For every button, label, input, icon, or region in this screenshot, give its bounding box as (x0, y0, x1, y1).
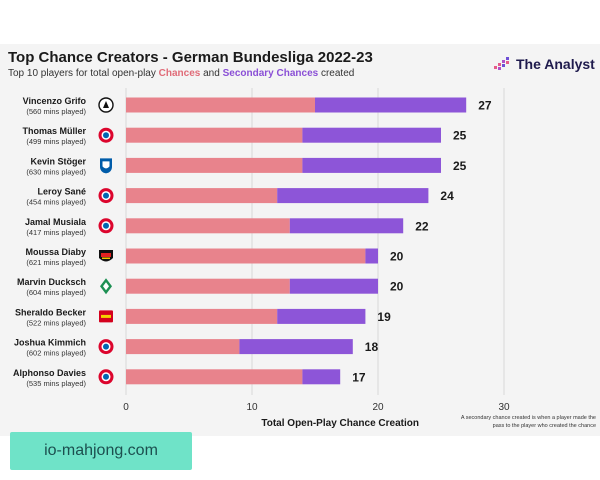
bayern-crest-icon (98, 369, 114, 385)
footnote: A secondary chance created is when a pla… (460, 415, 596, 429)
werder-crest-icon (100, 278, 112, 295)
x-tick-label: 30 (498, 402, 510, 413)
chances-bar (126, 308, 278, 324)
chart-subtitle: Top 10 players for total open-play Chanc… (8, 68, 354, 79)
bayern-crest-icon (98, 339, 114, 355)
bayern-crest-icon (98, 188, 114, 204)
total-value-label: 20 (390, 280, 404, 294)
minutes-played-label: (602 mins played) (26, 349, 86, 358)
freiburg-crest-icon (98, 97, 114, 113)
bochum-crest-icon (100, 158, 112, 174)
secondary-chances-bar (289, 218, 404, 234)
chart-title: Top Chance Creators - German Bundesliga … (8, 49, 373, 66)
analyst-logo-icon (494, 57, 509, 70)
minutes-played-label: (417 mins played) (26, 228, 86, 237)
player-name-label: Kevin Stöger (30, 156, 86, 166)
watermark-text: io-mahjong.com (44, 442, 158, 459)
bayern-crest-icon (98, 218, 114, 234)
x-tick-label: 20 (372, 402, 384, 413)
player-name-label: Vincenzo Grifo (23, 96, 87, 106)
player-name-label: Moussa Diaby (25, 247, 86, 257)
player-name-label: Joshua Kimmich (14, 338, 86, 348)
minutes-played-label: (535 mins played) (26, 379, 86, 388)
chances-bar (126, 218, 290, 234)
secondary-chances-bar (289, 278, 378, 294)
bayern-crest-icon (98, 127, 114, 143)
brand-name: The Analyst (516, 56, 595, 72)
subtitle-prefix: Top 10 players for total open-play (8, 68, 159, 79)
chances-bar (126, 278, 290, 294)
subtitle-chances: Chances (158, 68, 201, 79)
total-value-label: 27 (478, 99, 492, 113)
minutes-played-label: (499 mins played) (26, 137, 86, 146)
chances-bar (126, 339, 240, 355)
leverkusen-crest-icon (99, 250, 113, 262)
secondary-chances-bar (315, 97, 467, 113)
subtitle-secondary: Secondary Chances (222, 68, 319, 79)
total-value-label: 25 (453, 159, 467, 173)
player-name-label: Jamal Musiala (25, 217, 87, 227)
chances-bar (126, 127, 303, 143)
player-name-label: Thomas Müller (22, 126, 86, 136)
minutes-played-label: (630 mins played) (26, 167, 86, 176)
chances-bar (126, 157, 303, 173)
brand-logo: The Analyst (492, 56, 595, 72)
minutes-played-label: (522 mins played) (26, 318, 86, 327)
subtitle-and: and (200, 68, 223, 79)
minutes-played-label: (560 mins played) (26, 107, 86, 116)
player-name-label: Alphonso Davies (13, 368, 86, 378)
total-value-label: 20 (390, 250, 404, 264)
player-name-label: Sheraldo Becker (15, 307, 87, 317)
union-crest-icon (99, 310, 113, 323)
minutes-played-label: (621 mins played) (26, 258, 86, 267)
chances-bar (126, 97, 315, 113)
chances-bar (126, 369, 303, 385)
player-name-label: Marvin Ducksch (17, 277, 86, 287)
secondary-chances-bar (239, 339, 353, 355)
secondary-chances-bar (365, 248, 378, 264)
x-tick-label: 0 (123, 402, 129, 413)
minutes-played-label: (454 mins played) (26, 198, 86, 207)
secondary-chances-bar (302, 127, 441, 143)
secondary-chances-bar (302, 369, 341, 385)
total-value-label: 18 (365, 340, 379, 354)
x-tick-label: 10 (246, 402, 258, 413)
secondary-chances-bar (277, 188, 429, 204)
total-value-label: 17 (352, 370, 366, 384)
chances-bar (126, 248, 366, 264)
bar-chart: Vincenzo Grifo(560 mins played) 27 Thomas … (13, 88, 510, 429)
total-value-label: 22 (415, 219, 429, 233)
secondary-chances-bar (302, 157, 441, 173)
subtitle-suffix: created (318, 68, 355, 79)
x-axis-label: Total Open-Play Chance Creation (261, 418, 419, 429)
total-value-label: 25 (453, 129, 467, 143)
player-name-label: Leroy Sané (37, 187, 86, 197)
watermark-banner: io-mahjong.com (10, 432, 192, 470)
total-value-label: 24 (440, 189, 454, 203)
minutes-played-label: (604 mins played) (26, 288, 86, 297)
secondary-chances-bar (277, 308, 366, 324)
chances-bar (126, 188, 278, 204)
total-value-label: 19 (377, 310, 391, 324)
